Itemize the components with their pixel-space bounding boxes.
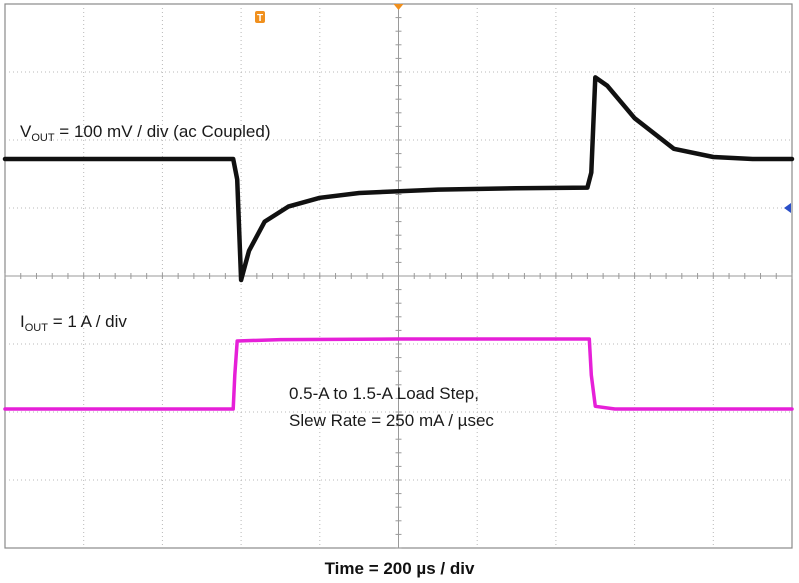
trigger-marker-label: T — [257, 13, 263, 24]
traces — [2, 75, 795, 411]
trigger-level-marker — [784, 203, 791, 213]
trace-iout — [3, 337, 794, 411]
load-step-annotation: 0.5-A to 1.5-A Load Step, — [289, 384, 479, 403]
trigger-marker — [255, 11, 265, 23]
iout-channel-label: IOUT = 1 A / div — [20, 312, 127, 334]
slew-rate-annotation: Slew Rate = 250 mA / µsec — [289, 411, 494, 430]
vout-channel-label: VOUT = 100 mV / div (ac Coupled) — [20, 122, 271, 144]
trace-vout — [2, 75, 795, 283]
trigger-position-arrow — [393, 4, 404, 10]
markers: T — [255, 4, 791, 213]
x-axis-label: Time = 200 µs / div — [324, 559, 475, 578]
